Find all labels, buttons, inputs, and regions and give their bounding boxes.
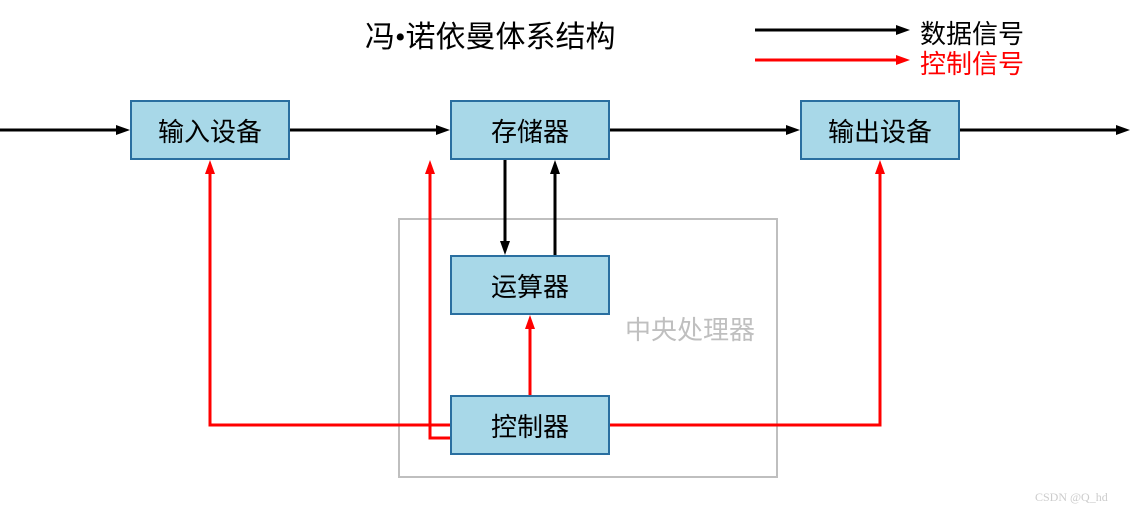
node-input: 输入设备 bbox=[130, 100, 290, 160]
diagram-title: 冯•诺依曼体系结构 bbox=[365, 12, 616, 56]
node-alu-label: 运算器 bbox=[491, 267, 569, 304]
node-ctrl-label: 控制器 bbox=[491, 407, 569, 444]
node-memory: 存储器 bbox=[450, 100, 610, 160]
node-input-label: 输入设备 bbox=[158, 112, 262, 149]
legend-ctrl-text: 控制信号 bbox=[920, 50, 1024, 79]
node-memory-label: 存储器 bbox=[491, 112, 569, 149]
node-ctrl: 控制器 bbox=[450, 395, 610, 455]
legend-ctrl-label: 控制信号 bbox=[920, 44, 1024, 81]
cpu-group-text: 中央处理器 bbox=[625, 316, 755, 345]
node-alu: 运算器 bbox=[450, 255, 610, 315]
watermark-text: CSDN @Q_hd bbox=[1035, 490, 1108, 504]
diagram-title-text: 冯•诺依曼体系结构 bbox=[365, 21, 616, 54]
node-output-label: 输出设备 bbox=[828, 112, 932, 149]
node-output: 输出设备 bbox=[800, 100, 960, 160]
cpu-group-label: 中央处理器 bbox=[625, 310, 755, 347]
watermark: CSDN @Q_hd bbox=[1035, 490, 1108, 505]
